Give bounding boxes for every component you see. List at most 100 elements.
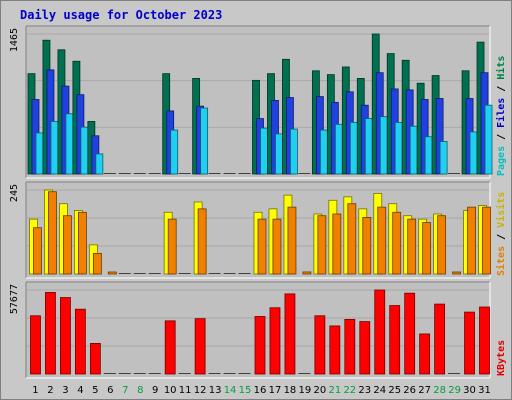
x-tick-label: 19 xyxy=(299,385,312,396)
bar-pages xyxy=(35,132,44,175)
bar-sites-empty xyxy=(148,273,161,274)
bar-pages-empty xyxy=(238,173,251,174)
bar-sites xyxy=(452,271,461,275)
bar-sites-empty xyxy=(208,273,221,274)
bar-kbytes-empty xyxy=(103,373,116,374)
bar-pages xyxy=(290,128,298,175)
bar-pages xyxy=(319,129,328,175)
bar-kbytes xyxy=(89,343,101,375)
x-tick-label: 29 xyxy=(448,385,461,396)
bar-sites xyxy=(347,203,357,275)
bar-pages xyxy=(80,126,89,175)
bar-pages xyxy=(334,123,343,175)
bar-pages-empty xyxy=(448,173,461,174)
bar-sites xyxy=(197,208,207,275)
bar-kbytes xyxy=(314,315,326,375)
bar-sites xyxy=(332,213,342,275)
bar-kbytes xyxy=(254,316,266,375)
bar-kbytes xyxy=(359,321,371,375)
bar-kbytes-empty xyxy=(238,373,251,374)
legend-entry: / xyxy=(496,80,507,98)
bar-pages xyxy=(409,125,418,175)
bar-pages-empty xyxy=(133,173,146,174)
bar-kbytes xyxy=(374,289,386,375)
bar-sites xyxy=(317,215,327,275)
bar-sites xyxy=(437,215,447,275)
bar-sites-empty xyxy=(238,273,251,274)
bar-pages-empty xyxy=(103,173,116,174)
x-tick-label: 5 xyxy=(92,385,98,396)
x-tick-label: 2 xyxy=(47,385,53,396)
x-tick-label: 27 xyxy=(418,385,431,396)
x-tick-label: 31 xyxy=(478,385,491,396)
bar-kbytes xyxy=(344,318,356,375)
x-tick-label: 23 xyxy=(358,385,371,396)
bar-pages xyxy=(200,107,209,175)
bar-pages xyxy=(275,133,283,175)
x-tick-label: 16 xyxy=(254,385,267,396)
bar-sites xyxy=(467,206,476,275)
legend-entry: Sites xyxy=(495,246,507,276)
bar-kbytes xyxy=(45,292,56,375)
x-tick-label: 30 xyxy=(463,385,476,396)
x-tick-label: 22 xyxy=(343,385,356,396)
legend-label: Pages / Files / Hits xyxy=(495,56,507,176)
bar-sites xyxy=(377,206,387,275)
bar-pages xyxy=(469,131,478,175)
bar-pages xyxy=(50,121,59,175)
bar-pages xyxy=(484,104,493,175)
x-tick-label: 12 xyxy=(194,385,207,396)
x-tick-label: 28 xyxy=(433,385,446,396)
bar-sites xyxy=(362,217,372,275)
bar-sites xyxy=(302,271,312,275)
x-tick-label: 18 xyxy=(284,385,297,396)
bar-kbytes xyxy=(269,307,281,375)
x-tick-label: 10 xyxy=(164,385,177,396)
bar-kbytes-empty xyxy=(133,373,146,374)
bar-sites xyxy=(287,206,297,275)
bar-kbytes-empty xyxy=(223,373,236,374)
bar-pages xyxy=(394,121,403,175)
bar-kbytes xyxy=(434,303,446,375)
bar-pages xyxy=(364,118,373,175)
legend-entry: KBytes xyxy=(496,340,507,376)
bar-kbytes xyxy=(284,293,296,375)
bar-pages xyxy=(349,121,358,175)
x-tick-label: 4 xyxy=(77,385,83,396)
x-tick-label: 8 xyxy=(137,385,143,396)
bar-sites-empty xyxy=(223,273,236,274)
bar-kbytes-empty xyxy=(148,373,161,374)
x-tick-label: 24 xyxy=(373,385,386,396)
x-tick-label: 6 xyxy=(107,385,113,396)
x-tick-label: 25 xyxy=(388,385,401,396)
bar-pages-empty xyxy=(178,173,191,174)
bar-kbytes xyxy=(164,320,176,375)
legend-entry: / xyxy=(496,128,507,146)
bar-kbytes-empty xyxy=(448,373,461,374)
bar-sites xyxy=(77,211,87,275)
legend-entry: Visits xyxy=(495,192,507,228)
x-tick-label: 26 xyxy=(403,385,416,396)
bar-pages-empty xyxy=(208,173,221,174)
bar-kbytes xyxy=(389,305,401,375)
x-tick-label: 9 xyxy=(152,385,158,396)
bar-sites-empty xyxy=(178,273,191,274)
bar-sites xyxy=(63,215,72,275)
bar-pages-empty xyxy=(223,173,236,174)
bar-kbytes xyxy=(60,297,71,375)
bar-kbytes-empty xyxy=(178,373,191,374)
x-tick-label: 21 xyxy=(328,385,341,396)
x-tick-label: 14 xyxy=(224,385,237,396)
y-max-label: 1465 xyxy=(9,28,20,52)
x-tick-label: 1 xyxy=(32,385,38,396)
x-tick-label: 13 xyxy=(209,385,222,396)
bar-sites xyxy=(422,222,432,275)
bar-sites xyxy=(92,253,102,275)
bar-pages-empty xyxy=(298,173,311,174)
bar-sites xyxy=(167,218,177,275)
chart-title: Daily usage for October 2023 xyxy=(20,8,223,22)
x-tick-label: 7 xyxy=(122,385,128,396)
bar-pages xyxy=(439,141,448,175)
bar-sites xyxy=(33,227,42,275)
